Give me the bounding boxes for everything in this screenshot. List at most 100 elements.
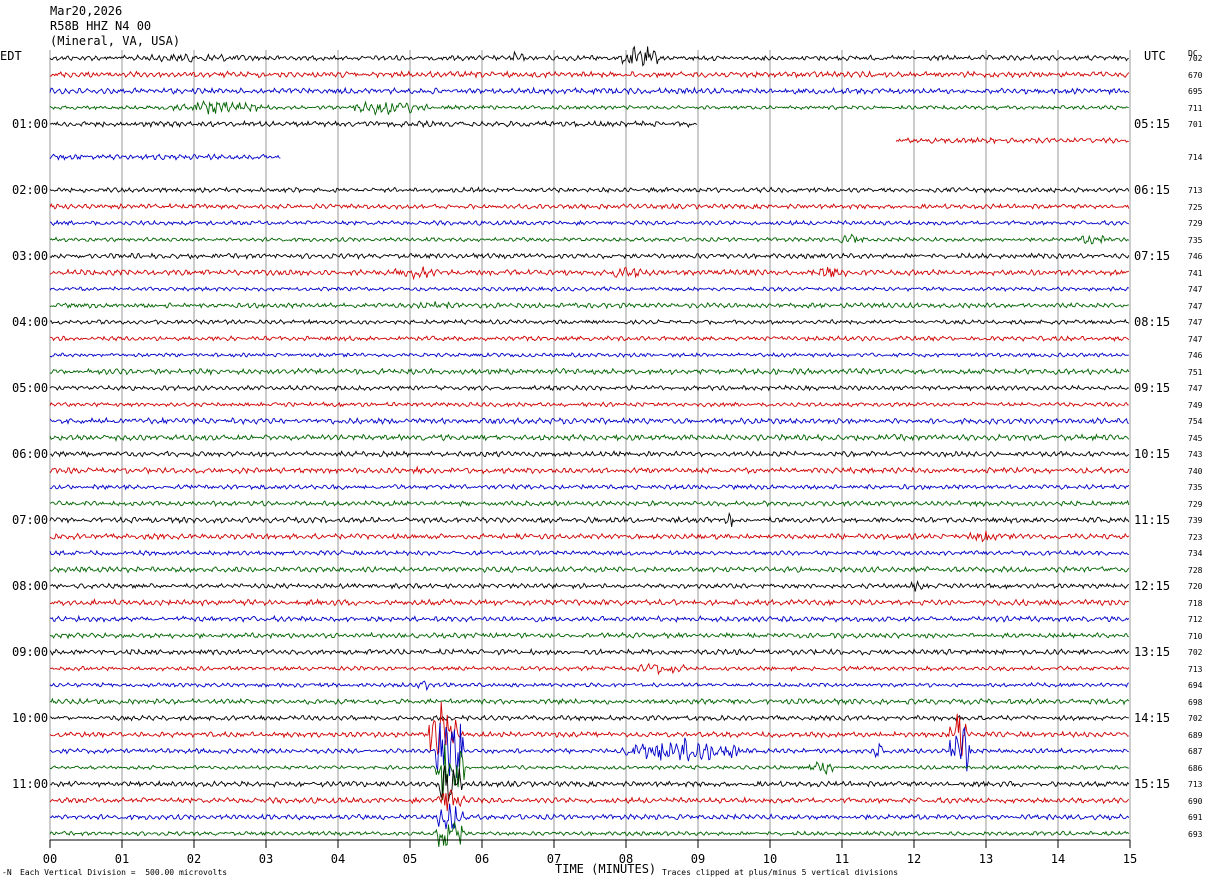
trace-row-28 xyxy=(49,511,1130,527)
x-tick-label: 06 xyxy=(474,852,490,866)
x-tick-label: 08 xyxy=(618,852,634,866)
dc-value: 747 xyxy=(1188,301,1203,311)
trace-row-43 xyxy=(49,743,1129,801)
x-tick-label: 14 xyxy=(1050,852,1066,866)
dc-value: 735 xyxy=(1188,235,1203,245)
trace-row-1 xyxy=(49,70,1130,79)
header-station: R58B HHZ N4 00 xyxy=(50,19,152,33)
header-date: Mar20,2026 xyxy=(50,4,123,18)
trace-row-39 xyxy=(49,697,1130,706)
trace-row-15 xyxy=(49,301,1129,310)
trace-row-2 xyxy=(49,86,1130,96)
dc-value: 711 xyxy=(1188,103,1203,113)
right-hour-label: 05:15 xyxy=(1134,117,1171,131)
left-timezone-label: EDT xyxy=(0,49,22,63)
trace-row-30 xyxy=(49,549,1129,557)
x-tick-label: 10 xyxy=(762,852,778,866)
right-hour-label: 10:15 xyxy=(1134,447,1171,461)
time-axis xyxy=(49,839,1131,848)
right-hour-label: 11:15 xyxy=(1134,513,1171,527)
x-tick-label: 09 xyxy=(690,852,706,866)
dc-value: 702 xyxy=(1188,648,1203,657)
left-hour-label: 10:00 xyxy=(12,711,49,725)
dc-value: 693 xyxy=(1188,829,1203,839)
right-hour-label: 08:15 xyxy=(1134,315,1171,329)
right-hour-label: 09:15 xyxy=(1134,381,1171,395)
x-tick-label: 15 xyxy=(1122,852,1138,866)
dc-value: 713 xyxy=(1188,186,1203,195)
dc-value: 686 xyxy=(1188,763,1203,773)
dc-value: 714 xyxy=(1188,153,1203,162)
dc-value: 698 xyxy=(1188,697,1203,707)
dc-value: 739 xyxy=(1188,516,1203,525)
trace-row-18 xyxy=(49,352,1129,358)
right-hour-label: 12:15 xyxy=(1134,579,1171,593)
trace-row-35 xyxy=(49,631,1130,640)
x-tick-label: 04 xyxy=(330,852,346,866)
trace-row-27 xyxy=(49,499,1130,508)
dc-value: 746 xyxy=(1188,351,1203,360)
corner-mark: -N xyxy=(2,868,12,877)
trace-row-34 xyxy=(49,614,1130,623)
right-hour-label: 06:15 xyxy=(1134,183,1171,197)
trace-row-17 xyxy=(50,335,1130,342)
clip-note: Traces clipped at plus/minus 5 vertical … xyxy=(662,868,899,877)
seismic-traces xyxy=(49,45,1130,847)
dc-value: 690 xyxy=(1188,796,1203,806)
trace-row-9 xyxy=(49,202,1130,211)
trace-row-11 xyxy=(49,233,1130,245)
trace-row-23 xyxy=(49,433,1130,442)
header-location: (Mineral, VA, USA) xyxy=(50,34,181,48)
trace-row-3 xyxy=(49,99,1129,117)
dc-value: 729 xyxy=(1188,499,1203,509)
dc-value: 701 xyxy=(1188,120,1203,129)
trace-row-8 xyxy=(49,186,1130,194)
trace-row-37 xyxy=(49,662,1130,676)
trace-row-19 xyxy=(49,367,1130,376)
x-tick-label: 03 xyxy=(258,852,274,866)
dc-value: 747 xyxy=(1188,285,1203,294)
trace-row-47 xyxy=(49,821,1130,847)
trace-row-33 xyxy=(49,597,1129,607)
scale-note: Each Vertical Division = 500.00 microvol… xyxy=(20,868,228,877)
x-tick-label: 13 xyxy=(978,852,994,866)
dc-value: 754 xyxy=(1188,417,1203,426)
left-hour-label: 06:00 xyxy=(12,447,49,461)
trace-row-26 xyxy=(49,483,1130,491)
left-hour-label: 05:00 xyxy=(12,381,49,395)
dc-value: 725 xyxy=(1188,202,1203,212)
left-hour-label: 03:00 xyxy=(12,249,49,263)
x-tick-label: 01 xyxy=(114,852,130,866)
trace-row-5 xyxy=(895,136,1129,145)
trace-row-36 xyxy=(49,647,1130,656)
dc-value: 740 xyxy=(1188,466,1203,476)
left-hour-label: 09:00 xyxy=(12,645,49,659)
trace-row-22 xyxy=(49,416,1129,426)
trace-row-12 xyxy=(49,252,1130,260)
trace-row-31 xyxy=(49,565,1130,574)
dc-value: 723 xyxy=(1188,532,1203,542)
trace-row-42 xyxy=(49,722,1129,778)
left-hour-label: 07:00 xyxy=(12,513,49,527)
x-tick-label: 02 xyxy=(186,852,202,866)
trace-row-44 xyxy=(49,765,1130,802)
dc-value: 718 xyxy=(1188,598,1203,608)
dc-value: 695 xyxy=(1188,87,1203,96)
dc-value: 720 xyxy=(1188,582,1203,591)
trace-row-10 xyxy=(49,219,1130,227)
dc-value: 713 xyxy=(1188,780,1203,789)
dc-value: 746 xyxy=(1188,252,1203,261)
trace-row-13 xyxy=(49,266,1130,281)
trace-row-16 xyxy=(49,318,1130,326)
dc-value: 743 xyxy=(1188,450,1203,459)
dc-value: 734 xyxy=(1188,549,1203,558)
dc-value: 745 xyxy=(1188,433,1203,443)
trace-row-29 xyxy=(49,530,1130,543)
dc-value: 747 xyxy=(1188,334,1203,344)
trace-row-4 xyxy=(49,119,698,129)
dc-value: 713 xyxy=(1188,664,1203,674)
dc-value: 712 xyxy=(1188,615,1203,624)
x-axis-label: TIME (MINUTES) xyxy=(555,862,657,876)
left-hour-label: 02:00 xyxy=(12,183,49,197)
